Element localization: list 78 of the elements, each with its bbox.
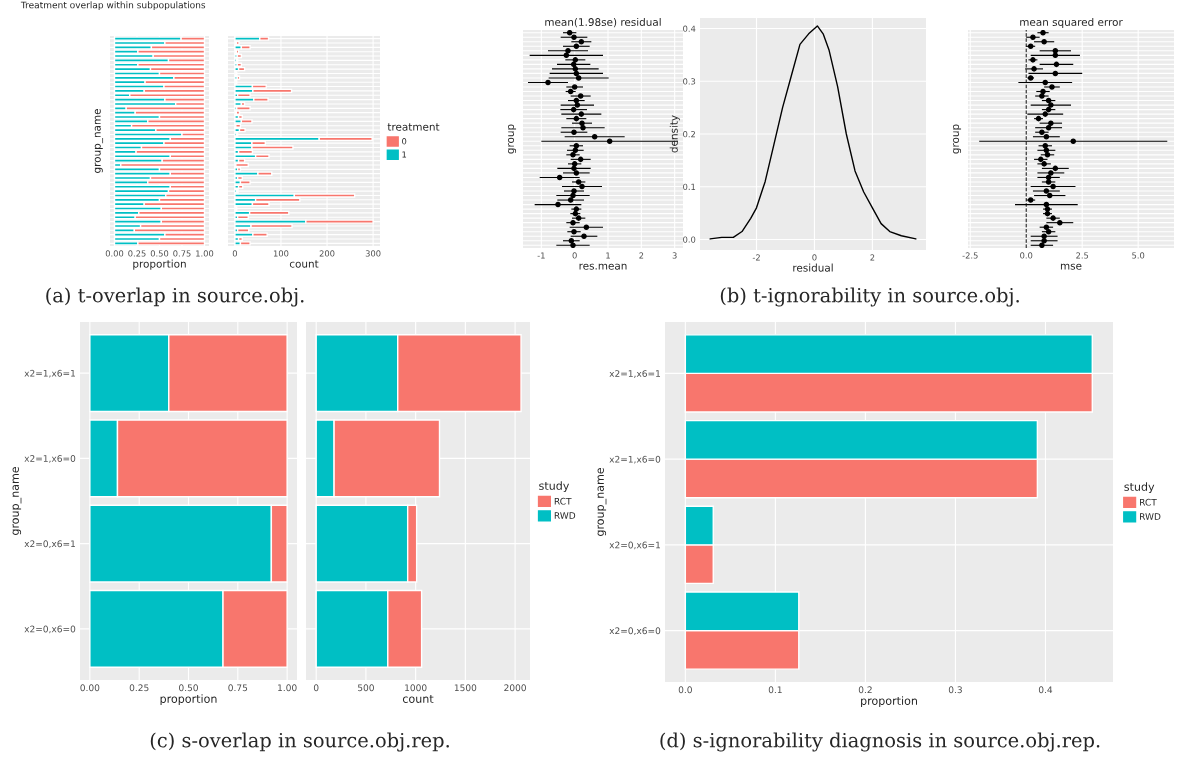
legend-label: RCT	[1140, 498, 1157, 506]
y-axis-title: group	[953, 124, 962, 154]
x-tick-label: 0.2	[858, 686, 872, 694]
text: (c) s-overlap in source.obj.rep.	[150, 732, 449, 752]
x-tick-label: 5.0	[1132, 252, 1145, 259]
y-tick-label: 0.2	[683, 130, 695, 138]
x-tick-label: 0.50	[150, 250, 169, 257]
x-tick-label: 100	[273, 250, 289, 257]
x-tick-label: 0	[232, 250, 238, 257]
x-tick-label: 1.00	[196, 250, 214, 257]
chart-title: mean squared error	[1020, 17, 1123, 28]
x-axis-title: count	[402, 694, 434, 703]
y-tick-label: 0.4	[683, 25, 696, 32]
x-axis-title: proportion	[861, 696, 917, 708]
x-tick-label: 0.25	[129, 684, 149, 692]
x-tick-label: 1000	[405, 684, 427, 692]
legend-label: 1	[402, 151, 407, 158]
x-axis-title: count	[289, 260, 319, 268]
x-tick-label: 500	[358, 684, 374, 692]
x-axis-title: proportion	[133, 259, 186, 270]
x-tick-label: 0.25	[128, 250, 146, 257]
x-axis-title: mse	[1060, 263, 1082, 270]
legend-label: RCT	[554, 497, 572, 505]
y-tick-label: x2=1,x6=1	[24, 369, 75, 378]
x-tick-label: 0.50	[179, 684, 198, 692]
x-axis-title: proportion	[160, 694, 217, 706]
x-axis-title: residual	[793, 263, 833, 272]
legend-label: RWD	[1140, 513, 1161, 520]
y-tick-label: x2=1,x6=0	[609, 455, 661, 464]
x-tick-label: 1500	[454, 684, 477, 692]
x-tick-label: 2	[639, 252, 644, 259]
y-axis-title: group_name	[12, 466, 22, 536]
text: (d) s-ignorability diagnosis in source.obj.rep.	[660, 732, 1100, 752]
y-tick-label: 0.0	[683, 236, 696, 243]
y-tick-label: x2=0,x6=1	[24, 540, 75, 549]
x-tick-label: 0.0	[1020, 252, 1033, 259]
x-tick-label: 2.5	[1076, 252, 1089, 259]
x-tick-label: -2.5	[962, 252, 978, 259]
x-tick-label: 2000	[504, 684, 526, 692]
legend-label: 0	[402, 138, 407, 145]
y-tick-label: x2=0,x6=0	[24, 625, 76, 634]
x-tick-label: 0.4	[1038, 686, 1053, 694]
y-tick-label: x2=0,x6=1	[609, 541, 660, 550]
y-axis-title: group_name	[94, 109, 104, 173]
legend-label: RWD	[554, 512, 576, 519]
x-tick-label: 2	[870, 254, 875, 261]
y-tick-label: 0.1	[683, 183, 696, 191]
chart-title: mean(1.98se) residual	[545, 17, 661, 28]
x-tick-label: 300	[365, 250, 381, 257]
x-axis-title: res.mean	[579, 263, 627, 270]
y-tick-label: x2=0,x6=0	[609, 627, 661, 636]
x-tick-label: 0.1	[768, 686, 782, 694]
legend-title: study	[539, 481, 570, 493]
y-tick-label: 0.3	[683, 78, 696, 85]
y-axis-title: group	[508, 124, 517, 154]
x-tick-label: 0.00	[105, 250, 124, 257]
x-tick-label: 0	[572, 252, 577, 259]
x-tick-label: 0.75	[228, 684, 248, 692]
text: (a) t-overlap in source.obj.	[46, 287, 304, 307]
x-tick-label: -2	[752, 254, 760, 261]
x-tick-label: 0.75	[173, 250, 191, 257]
x-tick-label: 1.00	[278, 684, 297, 692]
x-tick-label: 1	[606, 252, 610, 259]
x-tick-label: 0	[812, 254, 817, 261]
legend-title: treatment	[387, 123, 440, 131]
x-tick-label: -1	[537, 252, 545, 259]
y-tick-label: x2=1,x6=1	[609, 370, 660, 378]
legend-title: study	[1124, 482, 1155, 494]
y-axis-title: density	[669, 115, 680, 153]
y-tick-label: x2=1,x6=0	[24, 455, 76, 463]
x-tick-label: 0	[313, 684, 319, 692]
chart-title: Treatment overlap within subpopulations	[20, 1, 206, 11]
x-tick-label: 200	[319, 250, 335, 257]
y-axis-title: group_name	[597, 467, 607, 537]
x-tick-label: 0.00	[80, 684, 100, 692]
x-tick-label: 3	[672, 252, 677, 259]
text: (b) t-ignorability in source.obj.	[720, 287, 1019, 307]
x-tick-label: 0.3	[948, 686, 962, 694]
